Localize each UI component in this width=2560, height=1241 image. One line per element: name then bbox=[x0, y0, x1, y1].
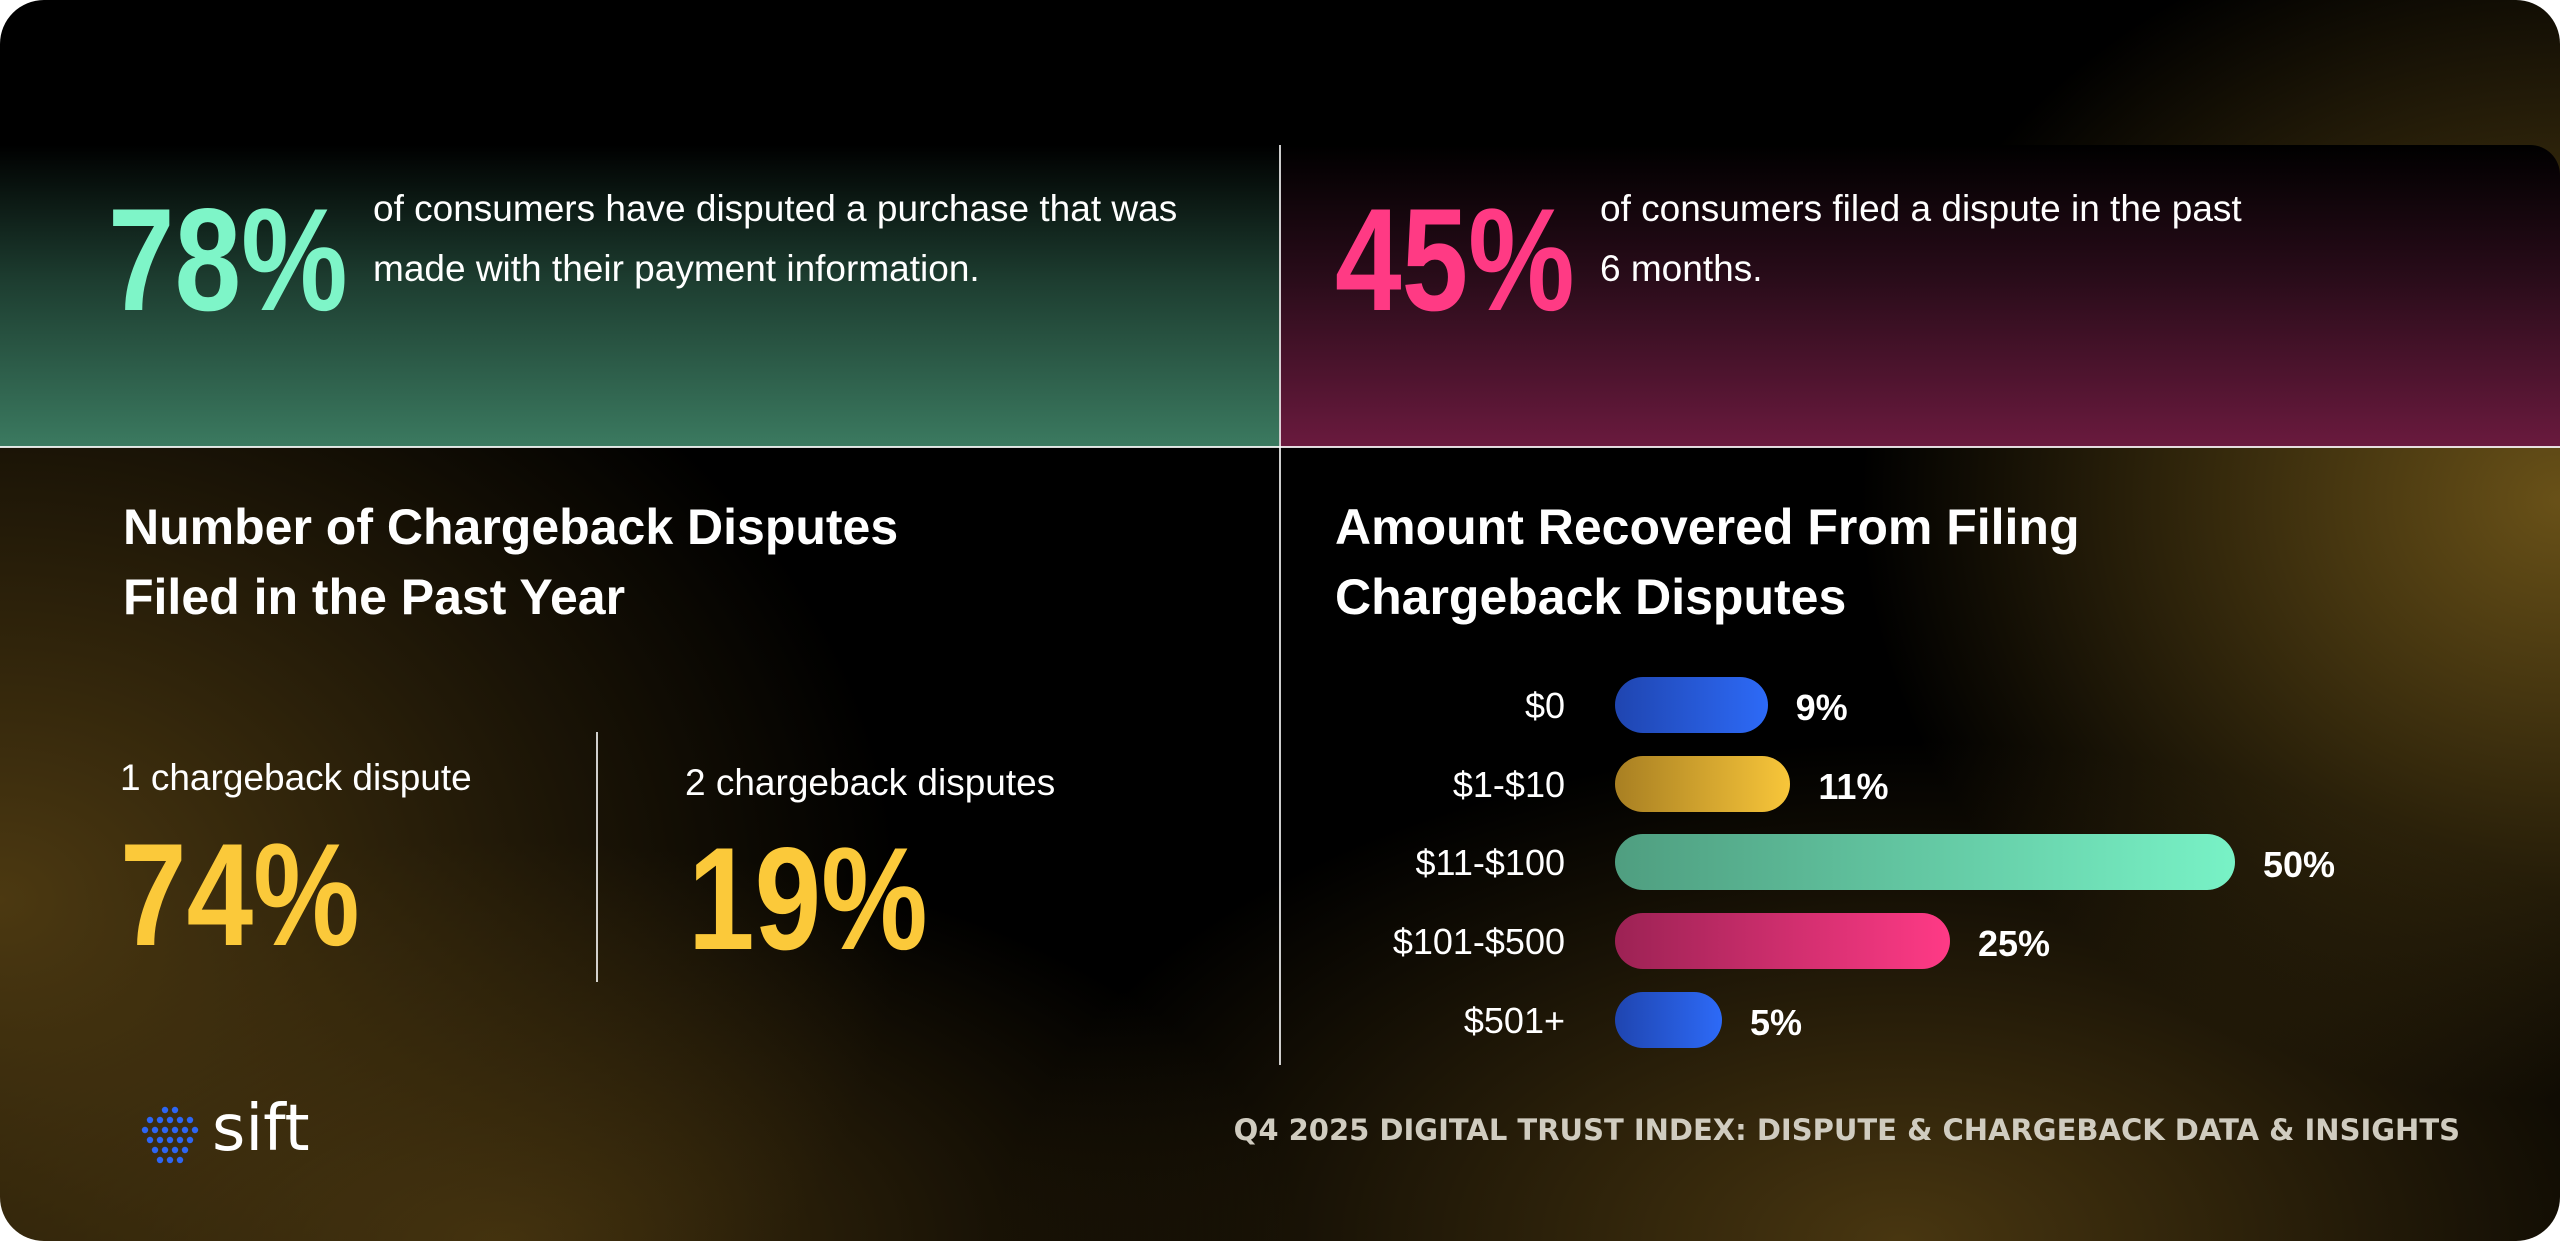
logo-text: sift bbox=[212, 1092, 310, 1166]
category-label: $101-$500 bbox=[1392, 921, 1565, 963]
bar bbox=[1615, 834, 2235, 891]
stat-78-text: of consumers have disputed a purchase th… bbox=[373, 188, 1178, 289]
items-divider bbox=[596, 732, 598, 982]
value-label: 50% bbox=[2263, 844, 2336, 886]
item-value-1: 74% bbox=[120, 813, 360, 976]
chart-row: $1-$10 11% bbox=[1300, 755, 2300, 812]
stat-78-value: 78% bbox=[108, 178, 348, 341]
chart-row: $501+ 5% bbox=[1300, 991, 2300, 1048]
item-label-1: 1 chargeback dispute bbox=[120, 757, 472, 798]
chart-row: $11-$100 50% bbox=[1300, 834, 2335, 891]
stat-panel-right: 45% of consumers filed a dispute in the … bbox=[1280, 145, 2560, 447]
category-label: $501+ bbox=[1463, 999, 1565, 1041]
bar bbox=[1615, 913, 1950, 970]
horizontal-divider bbox=[0, 446, 2560, 448]
item-value-2: 19% bbox=[688, 817, 928, 980]
value-label: 25% bbox=[1978, 923, 2051, 965]
stat-45-text: of consumers filed a dispute in the past… bbox=[1600, 188, 2242, 289]
sift-logo: sift bbox=[140, 1092, 310, 1172]
chart-title: Amount Recovered From Filing Chargeback … bbox=[1335, 499, 2080, 625]
value-label: 11% bbox=[1818, 765, 1889, 807]
chart-row: $101-$500 25% bbox=[1300, 913, 2300, 970]
stat-panel-left: 78% of consumers have disputed a purchas… bbox=[0, 145, 1279, 447]
category-label: $0 bbox=[1524, 685, 1565, 726]
bar bbox=[1615, 991, 1722, 1048]
bar bbox=[1615, 677, 1768, 733]
category-label: $1-$10 bbox=[1452, 763, 1565, 805]
chart-row: $0 9% bbox=[1300, 677, 2300, 733]
footer-title: Q4 2025 DIGITAL TRUST INDEX: DISPUTE & C… bbox=[1233, 1113, 2460, 1147]
stat-45-value: 45% bbox=[1335, 178, 1575, 341]
category-label: $11-$100 bbox=[1415, 842, 1565, 884]
center-divider bbox=[1279, 145, 1281, 1065]
value-label: 9% bbox=[1795, 687, 1848, 728]
item-label-2: 2 chargeback disputes bbox=[685, 762, 1056, 803]
bar bbox=[1615, 755, 1791, 812]
sift-dot-sphere-icon bbox=[141, 1106, 199, 1164]
left-heading: Number of Chargeback Disputes Filed in t… bbox=[123, 499, 899, 625]
value-label: 5% bbox=[1750, 1001, 1803, 1043]
